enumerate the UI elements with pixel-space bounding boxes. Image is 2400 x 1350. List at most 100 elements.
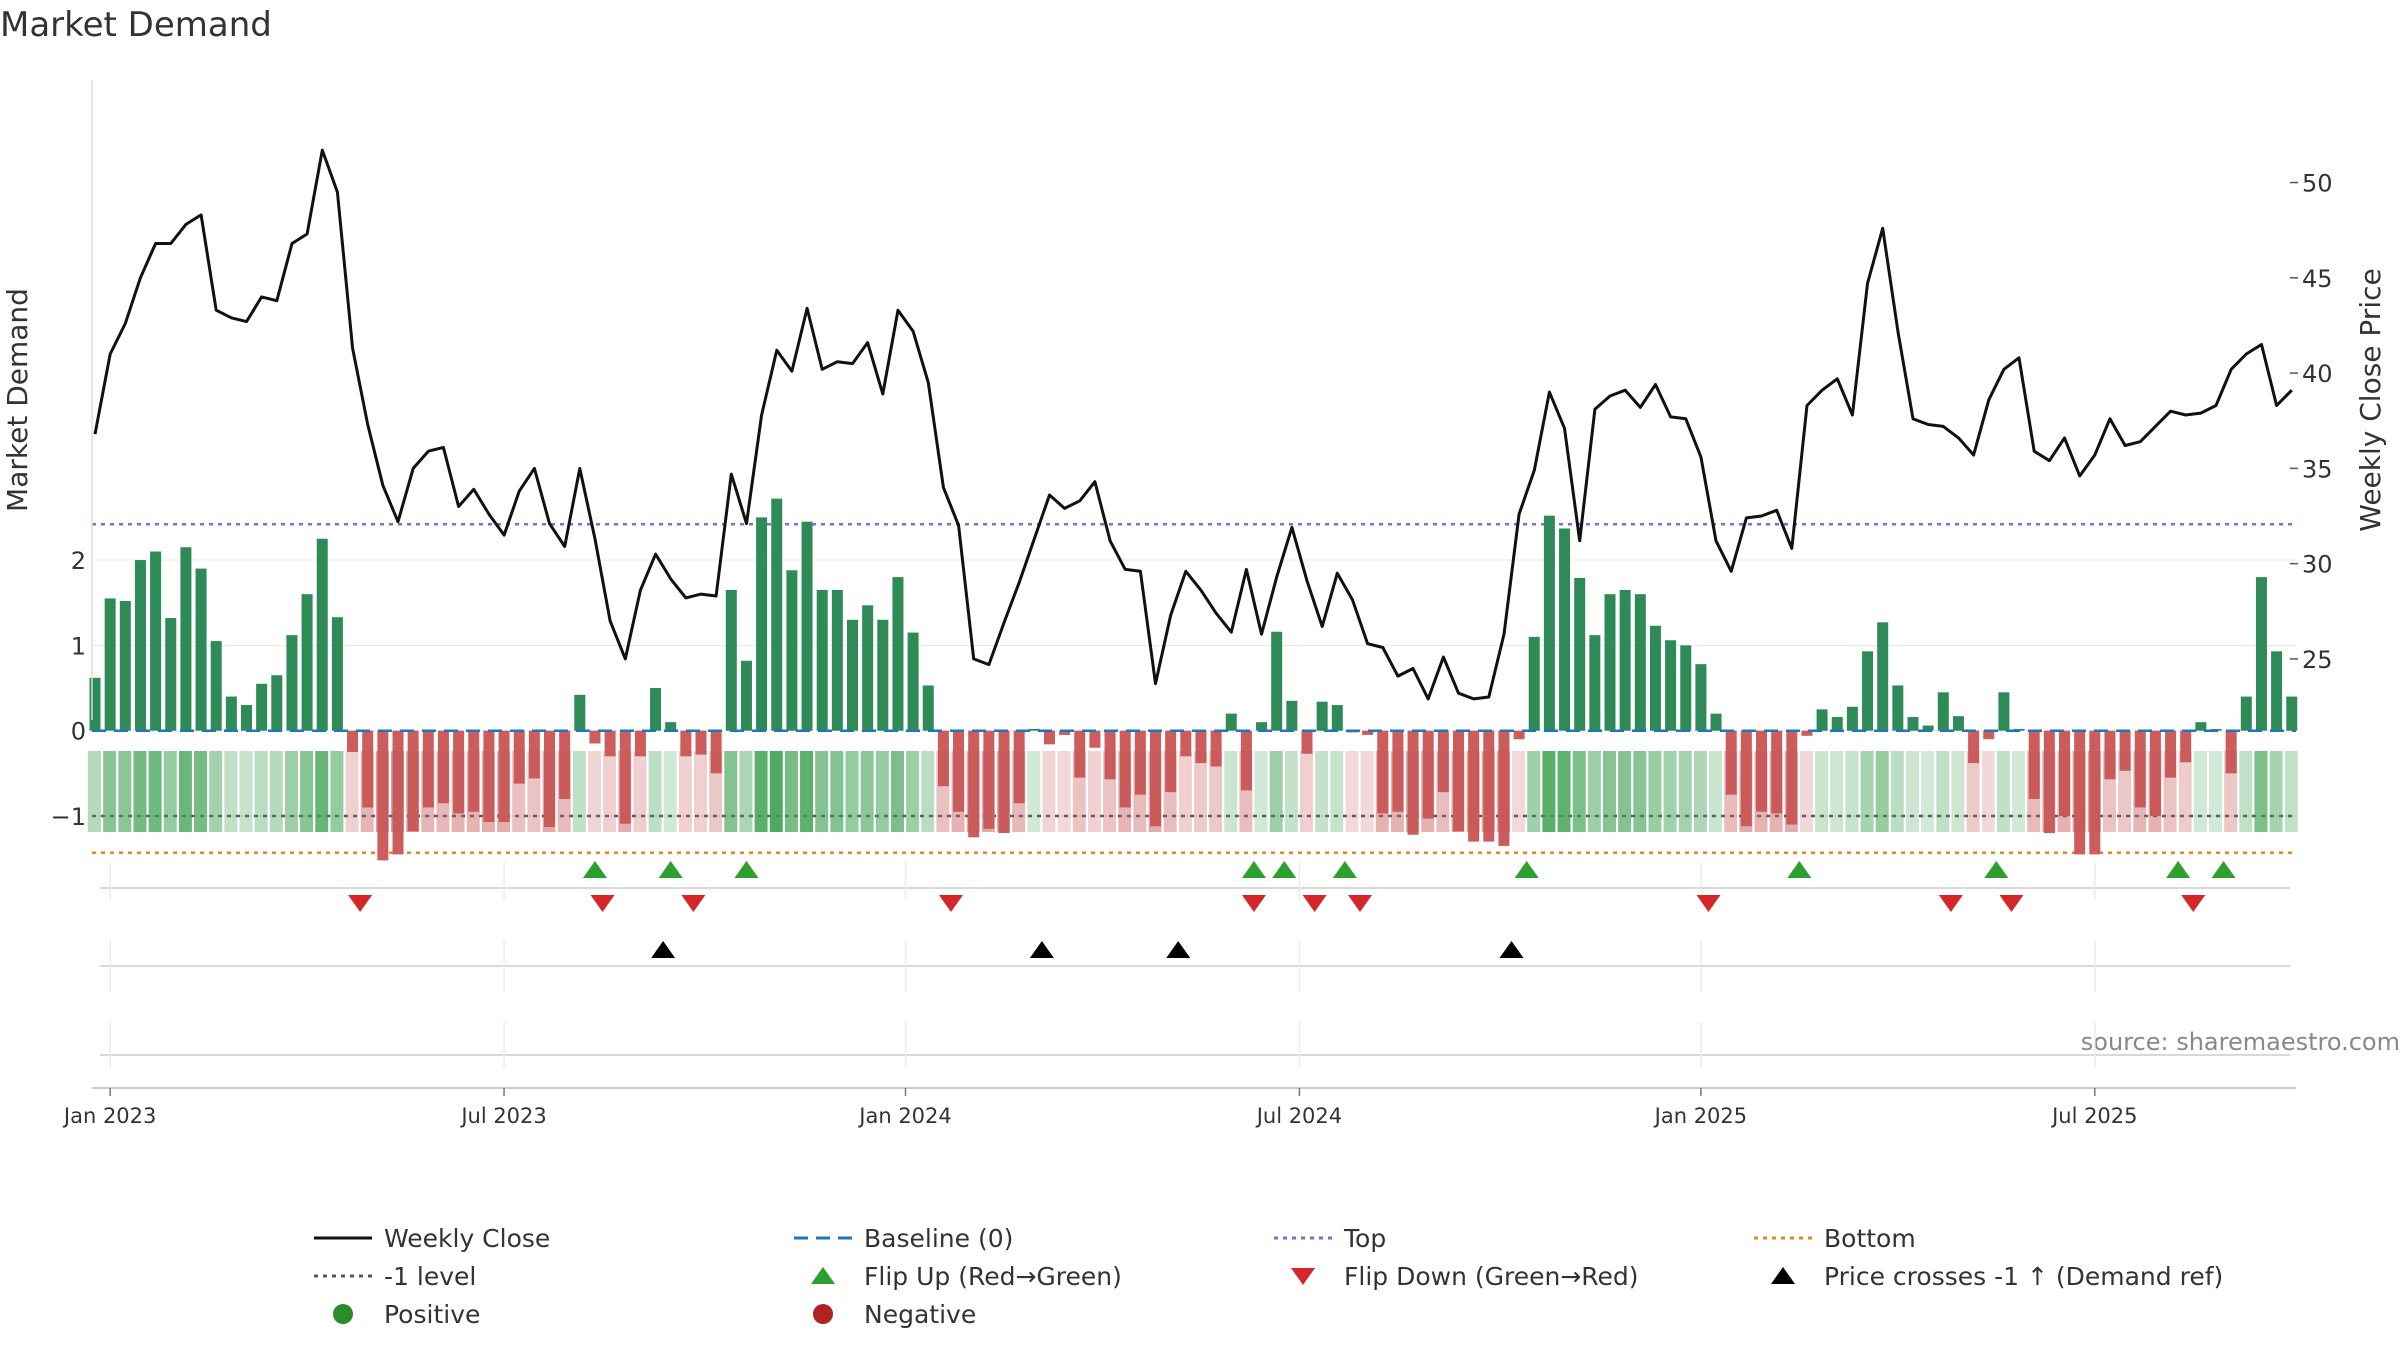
- heat-strip-cell: [2042, 751, 2056, 832]
- heat-strip-cell: [572, 751, 586, 832]
- heat-strip-cell: [1209, 751, 1223, 832]
- heat-strip-cell: [694, 751, 707, 832]
- heat-strip-cell: [1406, 751, 1420, 832]
- heat-strip-cell: [527, 751, 541, 832]
- demand-bar: [1559, 528, 1571, 731]
- demand-bar: [89, 677, 101, 731]
- heat-strip-cell: [542, 751, 556, 832]
- event-markers: [100, 861, 2290, 1068]
- heat-strip-cell: [2087, 751, 2101, 832]
- heat-strip-cell: [1572, 751, 1586, 832]
- price-cross-marker: [651, 941, 676, 958]
- demand-bar: [756, 517, 768, 731]
- demand-bar: [286, 635, 298, 731]
- demand-bar: [847, 619, 858, 731]
- legend-swatch-negative: [813, 1304, 833, 1324]
- heat-strip-cell: [2012, 751, 2026, 832]
- heat-strip-cell: [1315, 751, 1329, 832]
- x-tick-label: Jul 2023: [459, 1104, 546, 1128]
- demand-bar: [831, 589, 843, 731]
- legend-label-bottom: Bottom: [1824, 1224, 1916, 1253]
- heat-strip-cell: [1057, 751, 1071, 832]
- heat-strip-cell: [1890, 751, 1904, 832]
- y-tick-label: 0: [71, 718, 86, 746]
- demand-bar: [1665, 640, 1677, 731]
- demand-bar: [468, 730, 480, 812]
- flip-up-marker: [1332, 861, 1357, 878]
- heat-strip-cell: [1754, 751, 1768, 832]
- heat-strip-cell: [966, 751, 980, 832]
- heat-strip-cell: [2254, 751, 2268, 832]
- heat-strip-cell: [1693, 751, 1707, 832]
- flip-down-marker: [1696, 895, 1721, 912]
- heat-strip-cell: [254, 751, 268, 832]
- heat-strip-cell: [269, 751, 283, 832]
- demand-bar: [2165, 730, 2177, 778]
- heat-strip-cell: [1012, 751, 1026, 832]
- heat-strip-cell: [1133, 751, 1147, 832]
- axes-layer: 2 1 0 −1 50 45 40 35 30 25 Jan 2023 Jul 2023 Jan 202…: [51, 80, 2333, 1128]
- demand-bar: [241, 705, 252, 731]
- legend-swatch-cross: [1771, 1267, 1795, 1284]
- heat-strip-cell: [2224, 751, 2238, 832]
- heat-strip-cell: [2148, 751, 2162, 832]
- heat-strip-cell: [284, 751, 298, 832]
- price-cross-marker: [1166, 941, 1191, 958]
- flip-up-marker: [582, 861, 607, 878]
- legend-swatch-flipup: [811, 1267, 835, 1284]
- flip-up-marker: [734, 861, 759, 878]
- demand-bar: [1377, 730, 1389, 814]
- source-note: source: sharemaestro.com: [2081, 1028, 2400, 1056]
- demand-bar: [1862, 651, 1874, 731]
- price-cross-marker: [1029, 941, 1054, 958]
- heat-strip-cell: [1936, 751, 1950, 832]
- demand-bar: [2119, 730, 2131, 771]
- x-tick-label: Jan 2024: [857, 1104, 952, 1128]
- heat-strip-cell: [618, 751, 632, 832]
- demand-bar: [816, 589, 828, 731]
- demand-bar: [134, 560, 146, 731]
- demand-bar: [574, 694, 586, 731]
- demand-bar: [347, 730, 359, 753]
- heat-strip-cell: [178, 751, 192, 832]
- heat-strip-cell: [1300, 751, 1313, 832]
- demand-bar: [256, 683, 268, 731]
- flip-down-marker: [681, 895, 706, 912]
- demand-bar: [1680, 645, 1692, 731]
- heat-strip-cell: [678, 751, 692, 832]
- heat-strip-cell: [1118, 751, 1132, 832]
- heat-strip-cell: [1633, 751, 1647, 832]
- demand-bar: [619, 730, 631, 824]
- y2-tick-label: 40: [2302, 360, 2333, 388]
- heat-strip-cell: [1966, 751, 1980, 832]
- heat-strip-cell: [603, 751, 617, 832]
- legend-label-baseline: Baseline (0): [864, 1224, 1013, 1253]
- weekly-close-layer: [93, 148, 2293, 701]
- y2-tick-label: 50: [2302, 170, 2333, 198]
- flip-down-marker: [1241, 895, 1266, 912]
- heat-strip-cell: [315, 751, 329, 832]
- legend-label-top: Top: [1343, 1224, 1386, 1253]
- heat-strip-cell: [830, 751, 844, 832]
- demand-bar: [1513, 730, 1525, 740]
- heat-strip-cell: [466, 751, 480, 832]
- heat-strip-cell: [497, 751, 511, 832]
- heat-strip-cell: [345, 751, 359, 832]
- heat-strip-cell: [648, 751, 662, 832]
- demand-bar: [2225, 730, 2237, 774]
- demand-bar: [1649, 625, 1661, 731]
- y2-tick-label: 45: [2302, 265, 2333, 293]
- demand-bar: [1543, 515, 1555, 731]
- demand-bar: [2271, 651, 2283, 731]
- heat-strip-cell: [981, 751, 995, 832]
- demand-bar: [1074, 730, 1086, 778]
- demand-bar: [1059, 730, 1071, 735]
- heat-strip-cell: [103, 751, 117, 832]
- heat-strip-cell: [2102, 751, 2116, 832]
- demand-bar: [453, 730, 465, 814]
- x-tick-label: Jan 2025: [1653, 1104, 1748, 1128]
- heat-strip-cell: [1739, 751, 1753, 832]
- demand-bar: [1756, 730, 1767, 812]
- heat-strip-cell: [2239, 751, 2253, 832]
- demand-bar: [1937, 692, 1949, 731]
